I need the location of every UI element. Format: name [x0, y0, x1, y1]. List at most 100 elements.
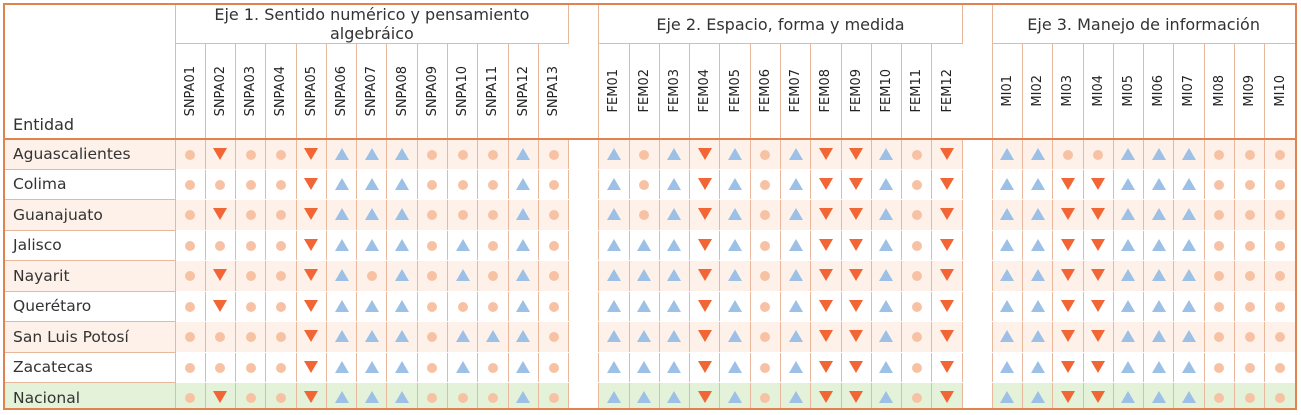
code-header-snpa02: SNPA02: [204, 43, 236, 140]
triangle-up-icon: [364, 238, 379, 251]
triangle-up-icon: [1181, 391, 1196, 404]
triangle-up-icon: [516, 269, 531, 282]
indicator-cell: [991, 199, 1023, 231]
indicator-cell: [719, 169, 751, 200]
indicator-cell: [598, 291, 630, 322]
triangle-up-icon: [1121, 269, 1136, 282]
triangle-down-icon: [213, 269, 228, 282]
triangle-down-icon: [818, 177, 833, 190]
triangle-up-icon: [1121, 391, 1136, 404]
indicator-cell: [1203, 382, 1235, 408]
triangle-up-icon: [879, 360, 894, 373]
indicator-cell: [779, 138, 811, 170]
code-label: SNPA10: [455, 65, 471, 116]
indicator-cell: [537, 199, 569, 231]
triangle-up-icon: [879, 208, 894, 221]
entity-name: San Luis Potosí: [5, 321, 176, 353]
triangle-down-icon: [304, 208, 319, 221]
indicator-cell: [598, 169, 630, 200]
triangle-down-icon: [849, 208, 864, 221]
code-label: MI09: [1242, 74, 1258, 107]
indicator-cell: [870, 169, 902, 200]
triangle-up-icon: [395, 299, 410, 312]
circle-icon: [1214, 301, 1225, 312]
indicator-cell: [174, 260, 206, 292]
indicator-cell: [1112, 169, 1144, 200]
indicator-cell: [689, 291, 720, 322]
triangle-down-icon: [1091, 208, 1106, 221]
circle-icon: [548, 393, 559, 404]
triangle-up-icon: [637, 299, 652, 312]
indicator-cell: [931, 382, 963, 408]
code-label: SNPA03: [243, 65, 259, 116]
triangle-up-icon: [1000, 391, 1015, 404]
indicator-cell: [416, 382, 448, 408]
indicator-cell: [1112, 291, 1144, 322]
indicator-cell: [1203, 230, 1235, 261]
indicator-cell: [931, 291, 963, 322]
indicator-cell: [810, 352, 842, 383]
indicator-cell: [386, 169, 418, 200]
indicator-cell: [477, 352, 509, 383]
circle-icon: [1244, 393, 1255, 404]
code-header-fem07: FEM07: [779, 43, 811, 140]
indicator-cell: [537, 382, 569, 408]
indicator-cell: [265, 230, 297, 261]
circle-icon: [245, 393, 256, 404]
indicator-cell: [991, 138, 1023, 170]
indicator-cell: [991, 382, 1023, 408]
circle-icon: [760, 149, 771, 160]
circle-icon: [1275, 301, 1286, 312]
circle-icon: [911, 393, 922, 404]
indicator-cell: [840, 382, 872, 408]
circle-icon: [1214, 271, 1225, 282]
indicator-cell: [658, 321, 690, 353]
indicator-cell: [598, 352, 630, 383]
indicator-cell: [598, 321, 630, 353]
code-header-mi03: MI03: [1052, 43, 1083, 140]
indicator-cell: [1264, 230, 1295, 261]
circle-icon: [245, 240, 256, 251]
triangle-up-icon: [516, 238, 531, 251]
indicator-cell: [325, 230, 357, 261]
indicator-cell: [1082, 199, 1114, 231]
triangle-up-icon: [1151, 391, 1166, 404]
circle-icon: [760, 240, 771, 251]
triangle-up-icon: [667, 208, 682, 221]
indicator-cell: [325, 199, 357, 231]
code-header-snpa06: SNPA06: [325, 43, 357, 140]
triangle-up-icon: [455, 238, 470, 251]
axis-gap-cell: [568, 199, 599, 231]
indicator-cell: [447, 230, 478, 261]
triangle-up-icon: [1151, 360, 1166, 373]
triangle-up-icon: [667, 330, 682, 343]
indicator-cell: [386, 199, 418, 231]
indicator-cell: [1264, 169, 1295, 200]
indicator-cell: [1233, 321, 1265, 353]
triangle-up-icon: [455, 360, 470, 373]
code-header-fem04: FEM04: [689, 43, 720, 140]
triangle-up-icon: [395, 269, 410, 282]
indicator-cell: [810, 382, 842, 408]
triangle-up-icon: [334, 177, 349, 190]
circle-icon: [185, 240, 196, 251]
indicator-cell: [779, 291, 811, 322]
triangle-down-icon: [1091, 391, 1106, 404]
indicator-cell: [1052, 138, 1083, 170]
indicator-cell: [356, 169, 387, 200]
indicator-cell: [840, 138, 872, 170]
circle-icon: [1244, 179, 1255, 190]
code-header-fem08: FEM08: [810, 43, 842, 140]
triangle-down-icon: [304, 330, 319, 343]
code-header-mi10: MI10: [1264, 43, 1295, 140]
axis-gap-cell: [961, 138, 993, 170]
axis-gap-cell: [961, 291, 993, 322]
circle-icon: [185, 149, 196, 160]
circle-icon: [911, 179, 922, 190]
triangle-up-icon: [1000, 238, 1015, 251]
entity-name: Nacional: [5, 382, 176, 408]
code-label: SNPA04: [273, 65, 289, 116]
triangle-up-icon: [1121, 330, 1136, 343]
indicator-cell: [749, 169, 781, 200]
triangle-up-icon: [728, 360, 743, 373]
